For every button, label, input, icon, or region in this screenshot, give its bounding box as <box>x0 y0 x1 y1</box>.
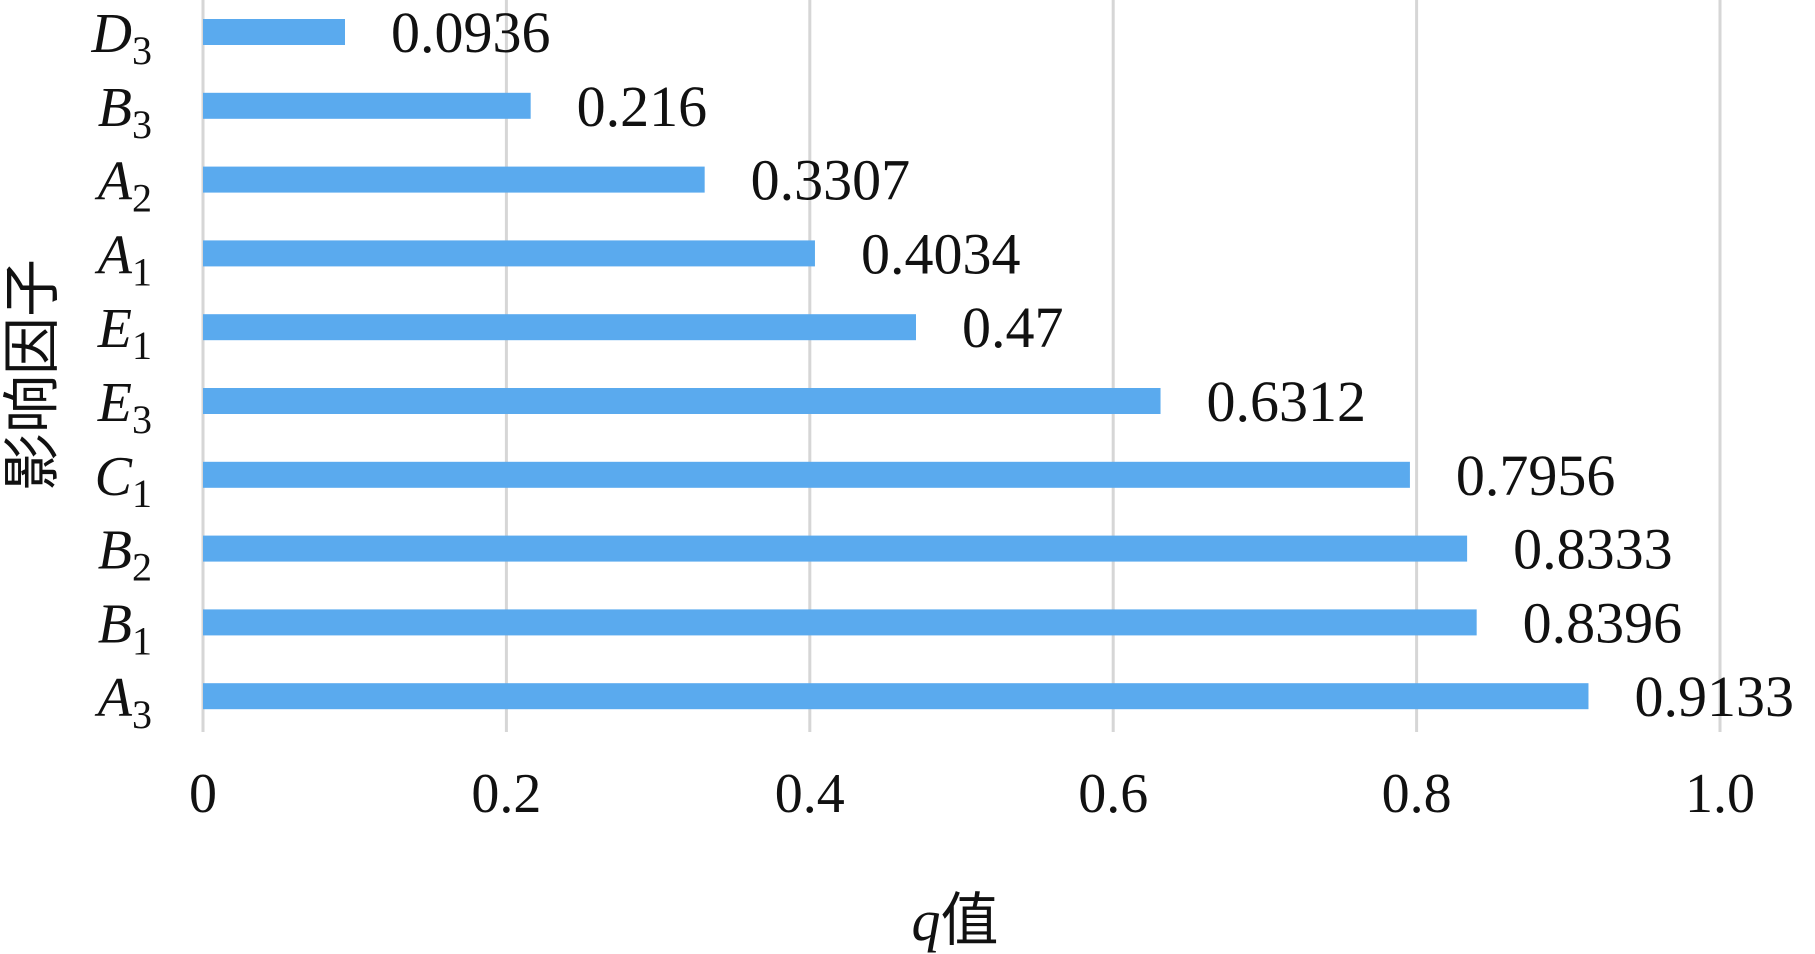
category-label: E1 <box>97 298 152 368</box>
category-label: B1 <box>98 593 152 663</box>
category-subscript: 3 <box>132 102 152 147</box>
category-label: A1 <box>94 224 152 294</box>
category-subscript: 3 <box>132 692 152 737</box>
value-label: 0.7956 <box>1456 443 1616 508</box>
category-subscript: 1 <box>132 471 152 516</box>
category-label: E3 <box>97 372 152 442</box>
value-label: 0.216 <box>577 74 708 139</box>
category-letter: E <box>97 372 132 434</box>
bar <box>203 19 345 45</box>
category-letter: D <box>91 3 132 65</box>
category-subscript: 3 <box>132 28 152 73</box>
bar <box>203 609 1477 636</box>
category-letter: A <box>94 667 133 729</box>
category-letter: A <box>94 224 133 286</box>
bar <box>203 92 531 119</box>
category-letter: B <box>98 77 132 139</box>
bar <box>203 240 815 267</box>
bar <box>203 314 916 341</box>
x-axis-title-var: q <box>911 888 940 953</box>
category-letter: A <box>94 151 133 213</box>
x-tick-label: 1.0 <box>1685 763 1755 825</box>
category-letter: E <box>97 298 132 360</box>
x-tick-label: 0.6 <box>1078 763 1148 825</box>
bar <box>203 461 1410 488</box>
x-tick-label: 0.8 <box>1382 763 1452 825</box>
category-subscript: 3 <box>132 397 152 442</box>
category-letter: B <box>98 520 132 582</box>
category-label: B3 <box>98 77 152 147</box>
x-tick-label: 0.4 <box>775 763 845 825</box>
x-tick-labels: 0 0.2 0.4 0.6 0.8 1.0 <box>189 763 1755 825</box>
category-label: B2 <box>98 520 152 590</box>
x-axis-title: q值 <box>911 888 998 953</box>
bar <box>203 535 1468 562</box>
value-label: 0.8396 <box>1523 590 1683 655</box>
bar <box>203 683 1589 710</box>
x-tick-label: 0.2 <box>471 763 541 825</box>
value-label: 0.6312 <box>1207 369 1367 434</box>
category-letter: B <box>98 593 132 655</box>
value-label: 0.0936 <box>391 0 551 65</box>
category-label: C1 <box>95 446 152 516</box>
category-label: A3 <box>94 667 152 737</box>
bars <box>203 19 1589 710</box>
category-subscript: 1 <box>132 618 152 663</box>
category-subscript: 1 <box>132 249 152 294</box>
x-tick-label: 0 <box>189 763 217 825</box>
value-label: 0.3307 <box>751 148 911 213</box>
category-subscript: 2 <box>132 176 152 221</box>
bar <box>203 166 705 193</box>
x-axis-title-text: 值 <box>940 888 998 953</box>
category-subscript: 2 <box>132 545 152 590</box>
category-label: D3 <box>91 3 152 73</box>
category-letter: C <box>95 446 133 508</box>
value-label: 0.4034 <box>861 221 1021 286</box>
value-labels: 0.0936 0.216 0.3307 0.4034 0.47 0.6312 0.7956 0… <box>391 0 1794 729</box>
y-axis-title: 影响因子 <box>0 259 65 491</box>
value-label: 0.8333 <box>1513 517 1673 582</box>
bar <box>203 388 1161 414</box>
value-label: 0.9133 <box>1634 664 1794 729</box>
value-label: 0.47 <box>962 295 1064 360</box>
category-label: A2 <box>94 151 152 221</box>
category-subscript: 1 <box>132 323 152 368</box>
